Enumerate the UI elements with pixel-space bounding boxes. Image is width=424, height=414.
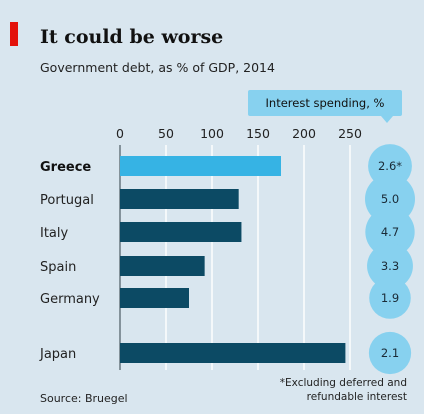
interest-circle-germany bbox=[369, 277, 411, 319]
x-tick-label-150: 150 bbox=[246, 126, 270, 141]
category-label-greece: Greece bbox=[40, 160, 91, 175]
category-label-portugal: Portugal bbox=[40, 193, 94, 208]
interest-circle-japan bbox=[368, 331, 412, 375]
interest-label-japan: 2.1 bbox=[381, 346, 399, 360]
bar-germany bbox=[120, 288, 189, 308]
category-label-spain: Spain bbox=[40, 260, 76, 275]
x-tick-label-0: 0 bbox=[116, 126, 124, 141]
bar-japan bbox=[120, 343, 346, 363]
x-tick-label-250: 250 bbox=[338, 126, 362, 141]
source-note: Source: Bruegel bbox=[40, 392, 128, 405]
footnote-line-2: refundable interest bbox=[306, 391, 407, 403]
category-labels: Greece Portugal Italy Spain Germany Japan bbox=[39, 160, 100, 362]
interest-spending-badge: Interest spending, % bbox=[248, 90, 402, 116]
chart-title: It could be worse bbox=[40, 26, 224, 48]
footnote-line-1: *Excluding deferred and bbox=[279, 377, 407, 389]
interest-circle-spain bbox=[367, 243, 413, 289]
x-tick-labels: 0 50 100 150 200 250 bbox=[116, 126, 362, 141]
x-tick-label-50: 50 bbox=[158, 126, 174, 141]
category-label-japan: Japan bbox=[39, 347, 76, 362]
brand-tag bbox=[10, 22, 18, 46]
interest-badge-pointer bbox=[381, 116, 393, 123]
interest-label-germany: 1.9 bbox=[381, 291, 399, 305]
bar-portugal bbox=[120, 189, 239, 209]
interest-label-portugal: 5.0 bbox=[381, 192, 399, 206]
bar-spain bbox=[120, 256, 205, 276]
interest-label-italy: 4.7 bbox=[381, 225, 399, 239]
interest-label-spain: 3.3 bbox=[381, 259, 399, 273]
footnote: *Excluding deferred and refundable inter… bbox=[280, 376, 407, 404]
interest-circles: 2.6* 5.0 4.7 3.3 1.9 2.1 bbox=[365, 144, 415, 375]
category-label-germany: Germany bbox=[40, 292, 100, 307]
chart-subtitle: Government debt, as % of GDP, 2014 bbox=[40, 60, 275, 75]
interest-label-greece: 2.6* bbox=[378, 159, 402, 173]
bar-greece bbox=[120, 156, 281, 176]
x-tick-label-100: 100 bbox=[200, 126, 224, 141]
bar-italy bbox=[120, 222, 242, 242]
bars bbox=[120, 156, 346, 363]
x-tick-label-200: 200 bbox=[292, 126, 316, 141]
category-label-italy: Italy bbox=[40, 226, 69, 241]
interest-circle-italy bbox=[365, 207, 415, 257]
